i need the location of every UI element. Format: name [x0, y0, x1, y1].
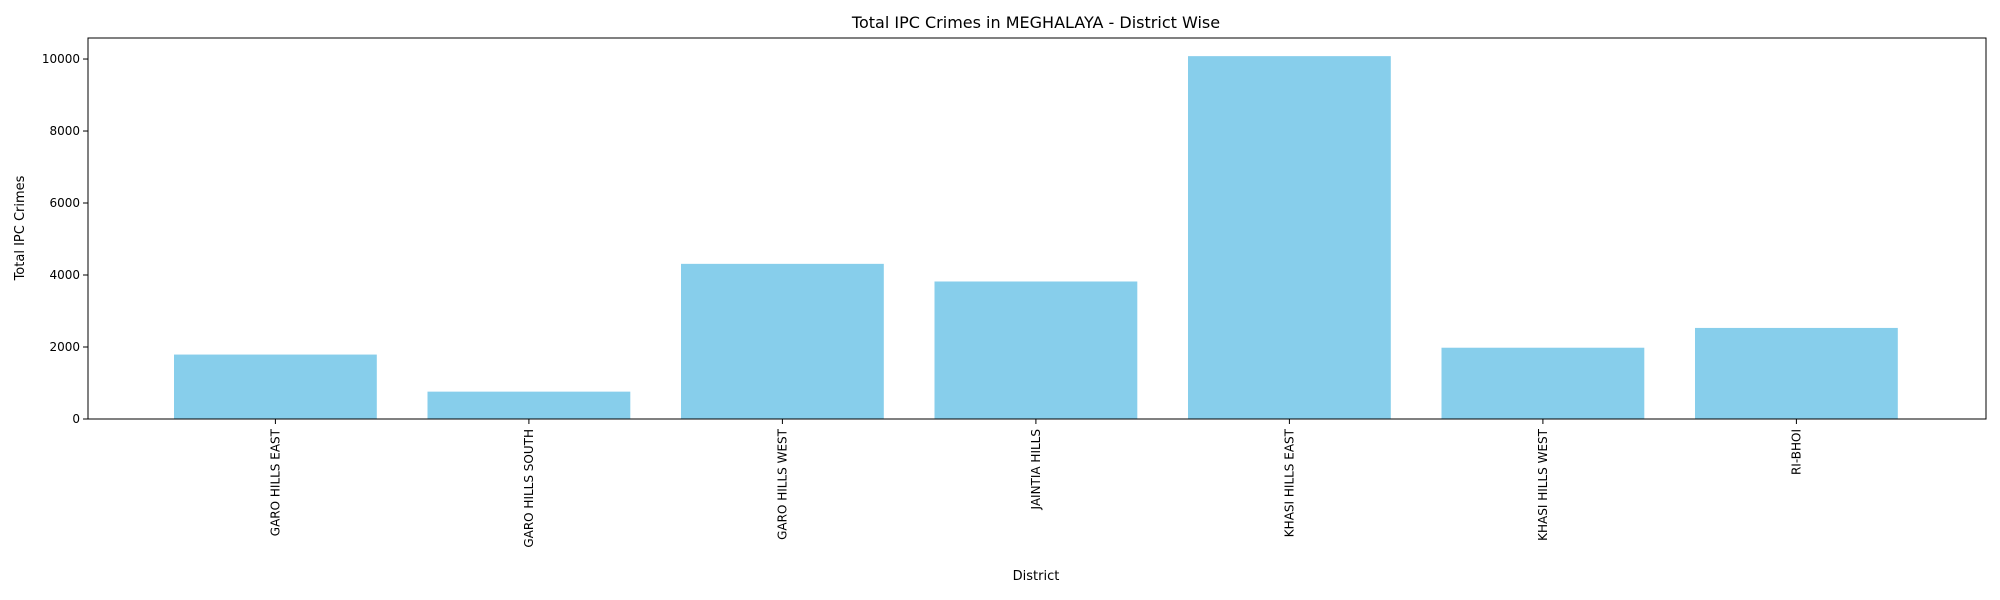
bar-khasi-hills-east: [1188, 56, 1391, 419]
x-tick-label-garo-hills-west: GARO HILLS WEST: [775, 428, 789, 540]
y-axis-ticks: 0 2000 4000 6000 8000 10000: [42, 52, 88, 426]
y-tick-label: 0: [72, 412, 80, 426]
bar-khasi-hills-west: [1441, 347, 1645, 419]
x-tick-label-jaintia-hills: JAINTIA HILLS: [1029, 429, 1043, 511]
x-tick-label-garo-hills-south: GARO HILLS SOUTH: [522, 429, 536, 548]
plot-area-frame: [87, 37, 1987, 420]
bars-group: [174, 56, 1898, 419]
x-tick-label-garo-hills-east: GARO HILLS EAST: [268, 428, 282, 536]
bar-garo-hills-east: [174, 354, 377, 419]
x-axis-ticks: GARO HILLS EAST GARO HILLS SOUTH GARO HILL…: [268, 419, 1803, 548]
y-tick-label: 10000: [42, 52, 80, 66]
bar-garo-hills-south: [427, 391, 631, 419]
x-tick-label-khasi-hills-west: KHASI HILLS WEST: [1536, 428, 1550, 541]
y-tick-label: 6000: [49, 196, 80, 210]
x-axis-label: District: [1013, 569, 1060, 584]
y-tick-label: 8000: [49, 124, 80, 138]
x-tick-label-ri-bhoi: RI-BHOI: [1789, 429, 1803, 475]
bar-ri-bhoi: [1695, 327, 1898, 419]
y-axis-label: Total IPC Crimes: [13, 175, 28, 281]
x-tick-label-khasi-hills-east: KHASI HILLS EAST: [1282, 428, 1296, 537]
bar-jaintia-hills: [934, 281, 1138, 419]
chart-title: Total IPC Crimes in MEGHALAYA - District…: [851, 13, 1220, 32]
bar-garo-hills-west: [681, 263, 884, 419]
y-tick-label: 4000: [49, 268, 80, 282]
y-tick-label: 2000: [49, 340, 80, 354]
